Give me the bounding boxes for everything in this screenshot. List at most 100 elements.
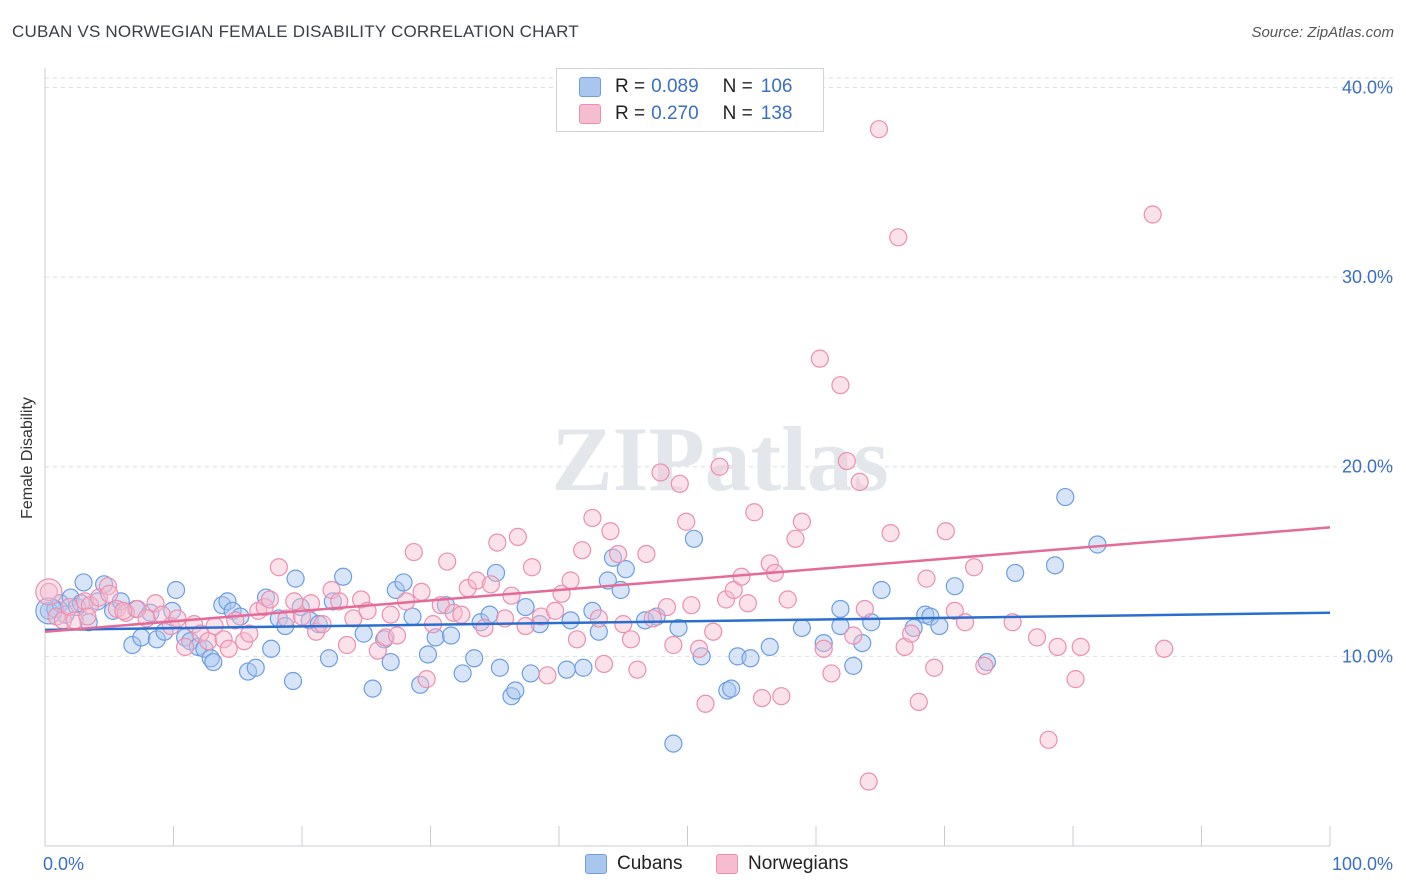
cubans-point: [669, 618, 688, 638]
cubans-point: [188, 637, 208, 656]
norwegians-point: [387, 626, 407, 645]
cubans-point: [61, 588, 80, 607]
source-label: Source: ZipAtlas.com: [1251, 24, 1394, 41]
legend-item-cubans[interactable]: Cubans: [585, 853, 683, 875]
norwegians-point: [869, 120, 889, 139]
cubans-point: [218, 592, 237, 611]
norwegians-point: [1027, 628, 1047, 647]
norwegians-point: [114, 601, 133, 620]
norwegians-point: [488, 533, 507, 552]
norwegians-point: [889, 228, 908, 247]
norwegians-point: [516, 616, 535, 636]
cubans-point: [354, 624, 373, 643]
norwegians-point: [191, 624, 210, 643]
norwegians-point: [417, 670, 436, 689]
legend-row-cubans: R = 0.089 N = 106: [579, 75, 792, 99]
norwegians-point: [146, 594, 165, 613]
norwegians-point: [467, 571, 486, 590]
watermark: ZIPatlas: [551, 408, 888, 510]
y-tick-label: 30.0%: [1342, 267, 1393, 287]
cubans-swatch: [579, 77, 601, 97]
norwegians-point: [39, 582, 58, 601]
norwegians-point: [814, 639, 833, 658]
norwegians-point: [964, 558, 984, 577]
cubans-point: [831, 599, 850, 619]
norwegians-point: [704, 622, 723, 641]
cubans-point: [506, 681, 525, 700]
norwegians-point: [561, 571, 580, 590]
norwegians-point: [810, 349, 829, 368]
norwegians-point: [175, 637, 195, 656]
cubans-point: [664, 734, 683, 753]
cubans-point: [760, 637, 779, 656]
n-value: 138: [760, 103, 793, 124]
norwegians-point: [100, 584, 119, 603]
x-tick-label: 100.0%: [1332, 854, 1393, 874]
cubans-swatch: [585, 854, 607, 874]
norwegians-point: [508, 527, 527, 547]
norwegians-point: [1039, 730, 1058, 749]
norwegians-point: [404, 542, 423, 562]
r-label: R =: [615, 103, 646, 124]
cubans-point: [684, 529, 704, 548]
cubans-point: [930, 616, 949, 636]
norwegians-point: [538, 666, 557, 685]
axes: [44, 68, 1331, 847]
cubans-point: [741, 649, 760, 668]
norwegians-point: [594, 654, 614, 674]
norwegians-point: [738, 594, 757, 613]
cubans-point: [616, 560, 635, 579]
legend-item-norwegians[interactable]: Norwegians: [716, 853, 848, 875]
norwegians-point: [240, 624, 259, 643]
norwegians-point: [643, 609, 662, 628]
cubans-point: [453, 664, 472, 683]
norwegians-point: [689, 639, 709, 658]
correlation-legend: R = 0.089 N = 106 R = 0.270 N = 138: [556, 68, 824, 132]
n-value: 106: [760, 76, 793, 97]
cubans-point: [521, 664, 540, 683]
norwegians-swatch: [716, 854, 738, 874]
norwegians-point: [792, 512, 811, 531]
norwegians-point: [859, 772, 878, 791]
norwegians-swatch: [579, 104, 601, 124]
norwegians-point: [214, 630, 233, 649]
norwegians-trend-line: [44, 526, 1331, 633]
cubans-point: [381, 652, 400, 672]
cubans-point: [426, 628, 445, 647]
r-label: R =: [615, 76, 646, 97]
cubans-point: [436, 596, 456, 615]
cubans-point: [319, 649, 339, 668]
norwegians-points: [35, 120, 1174, 791]
norwegians-point: [670, 474, 689, 493]
norwegians-point: [219, 639, 238, 658]
norwegians-point: [881, 524, 900, 543]
cubans-point: [334, 567, 353, 586]
norwegians-point: [438, 552, 457, 571]
r-value: 0.270: [651, 103, 699, 124]
norwegians-point: [1066, 670, 1085, 689]
norwegians-point: [381, 605, 400, 624]
norwegians-point: [546, 601, 565, 620]
norwegians-point: [337, 635, 357, 655]
norwegians-point: [1155, 639, 1174, 658]
norwegians-point: [1071, 637, 1090, 656]
cubans-point: [574, 658, 593, 677]
norwegians-point: [313, 615, 332, 634]
cubans-point: [363, 679, 382, 698]
norwegians-point: [752, 688, 772, 708]
norwegians-point: [844, 626, 863, 645]
cubans-point: [1006, 563, 1025, 583]
cubans-point: [132, 628, 151, 647]
norwegians-point: [98, 577, 118, 596]
norwegians-point: [269, 558, 288, 577]
cubans-point: [561, 611, 580, 630]
norwegians-point: [614, 615, 633, 634]
chart-title: CUBAN VS NORWEGIAN FEMALE DISABILITY COR…: [12, 22, 579, 41]
y-tick-label: 10.0%: [1342, 646, 1393, 666]
norwegians-point: [772, 687, 791, 706]
norwegians-point: [35, 578, 63, 606]
norwegians-point: [583, 508, 602, 528]
n-label: N =: [722, 76, 753, 97]
norwegians-point: [657, 597, 677, 617]
